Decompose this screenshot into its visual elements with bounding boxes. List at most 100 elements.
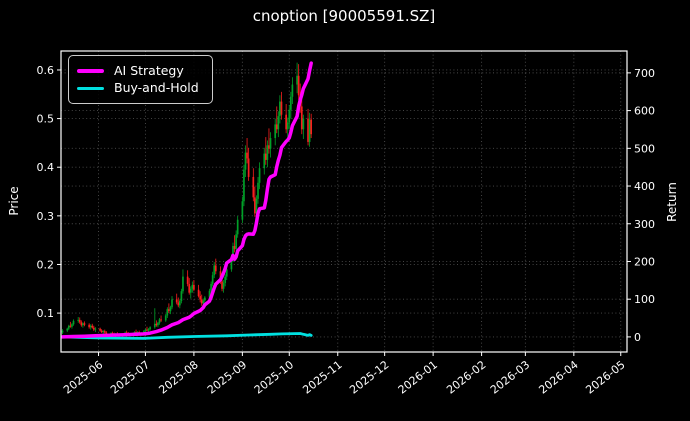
legend-label: AI Strategy xyxy=(114,62,184,78)
tick-label: 0.2 xyxy=(37,258,55,271)
candle-body xyxy=(268,145,270,149)
candle-body xyxy=(186,276,189,284)
candle-body xyxy=(222,282,225,289)
candle-body xyxy=(147,329,150,331)
tick-label: 2026-03 xyxy=(488,358,532,397)
candle-body xyxy=(211,275,214,284)
plot-border xyxy=(60,50,628,353)
candle-body xyxy=(232,245,234,259)
candle-body xyxy=(308,119,311,142)
return-axis-label: Return xyxy=(665,182,679,222)
tick-marks xyxy=(57,69,631,356)
candle-body xyxy=(144,329,147,332)
tick-label: 0.5 xyxy=(37,113,55,126)
candle-body xyxy=(291,84,294,97)
candles xyxy=(61,62,313,336)
buy-and-hold-line xyxy=(61,332,313,340)
legend-item-buy-and-hold: Buy-and-Hold xyxy=(77,80,202,98)
chart-title: cnoption [90005591.SZ] xyxy=(252,7,436,25)
candle-body xyxy=(266,145,269,160)
candle-body xyxy=(214,265,217,272)
candle-body xyxy=(197,289,200,297)
candle-body xyxy=(166,309,169,316)
axis-spines xyxy=(60,50,628,353)
candle-body xyxy=(153,323,156,328)
candle-body xyxy=(255,198,258,214)
tick-label: 200 xyxy=(634,255,655,268)
tick-label: 500 xyxy=(634,142,655,155)
candle-body xyxy=(208,290,211,298)
candle-body xyxy=(175,299,178,303)
candle-body xyxy=(236,219,239,235)
tick-label: 600 xyxy=(634,105,655,118)
candle-body xyxy=(279,101,281,117)
candle-body xyxy=(92,327,95,330)
candle-body xyxy=(246,152,248,159)
candle-body xyxy=(157,322,159,326)
candle-body xyxy=(71,324,73,327)
legend: AI Strategy Buy-and-Hold xyxy=(68,55,213,104)
price-axis-label: Price xyxy=(7,186,21,216)
candle-body xyxy=(103,331,106,333)
candle-body xyxy=(252,176,255,198)
candle-body xyxy=(82,323,84,326)
candle-body xyxy=(83,323,86,325)
candle-body xyxy=(296,75,298,85)
candle-body xyxy=(274,124,277,139)
candle-body xyxy=(257,182,259,199)
tick-label: 0.3 xyxy=(37,210,55,223)
x-tick-labels: 2025-06 2025-07 2025-08 2025-09 2025-10 2025-… xyxy=(61,358,627,397)
tick-label: 2026-01 xyxy=(396,358,440,397)
return-tick-labels: 0 100 200 300 400 500 600 700 xyxy=(634,67,655,344)
candle-body xyxy=(310,119,313,135)
candle-body xyxy=(241,201,244,220)
candle-body xyxy=(69,325,72,327)
tick-label: 2025-11 xyxy=(300,358,344,397)
candle-body xyxy=(243,169,245,202)
candle-body xyxy=(171,299,173,308)
candle-body xyxy=(202,300,205,304)
candle-body xyxy=(225,269,228,277)
tick-label: 300 xyxy=(634,218,655,231)
ai-strategy-line xyxy=(60,61,313,339)
candle-body xyxy=(302,118,305,130)
candle-body xyxy=(263,153,266,169)
candle-body xyxy=(177,302,180,306)
candle-body xyxy=(288,109,291,123)
candle-body xyxy=(191,284,194,289)
tick-label: 2025-08 xyxy=(157,358,201,397)
candle-body xyxy=(61,330,64,333)
candle-body xyxy=(289,96,292,110)
price-tick-labels: 0.1 0.2 0.3 0.4 0.5 0.6 xyxy=(37,64,55,320)
candle-body xyxy=(275,124,278,130)
candle-body xyxy=(258,168,261,183)
candle-body xyxy=(94,328,97,330)
candle-body xyxy=(78,319,81,323)
candle-body xyxy=(254,197,256,214)
candle-body xyxy=(160,319,162,321)
candle-body xyxy=(224,276,227,283)
candle-body xyxy=(77,319,80,321)
candle-body xyxy=(91,325,94,328)
candle-body xyxy=(88,324,90,328)
tick-label: 2025-09 xyxy=(205,358,249,397)
tick-label: 2025-12 xyxy=(347,358,391,397)
candle-body xyxy=(146,329,148,331)
candle-body xyxy=(168,309,170,312)
candle-body xyxy=(182,276,184,292)
candle-body xyxy=(72,320,75,325)
candle-body xyxy=(80,322,83,326)
candle-body xyxy=(233,245,236,249)
tick-label: 2025-06 xyxy=(61,358,105,397)
candle-body xyxy=(105,332,108,335)
candle-body xyxy=(89,325,92,328)
candle-body xyxy=(247,158,250,177)
series-line xyxy=(60,61,313,339)
tick-label: 2026-05 xyxy=(583,358,627,397)
candle-body xyxy=(285,114,287,130)
tick-label: 700 xyxy=(634,67,655,80)
buy-and-hold-line-swatch xyxy=(77,86,104,90)
candle-body xyxy=(164,315,167,321)
tick-label: 0 xyxy=(634,331,641,344)
candle-body xyxy=(269,138,272,149)
